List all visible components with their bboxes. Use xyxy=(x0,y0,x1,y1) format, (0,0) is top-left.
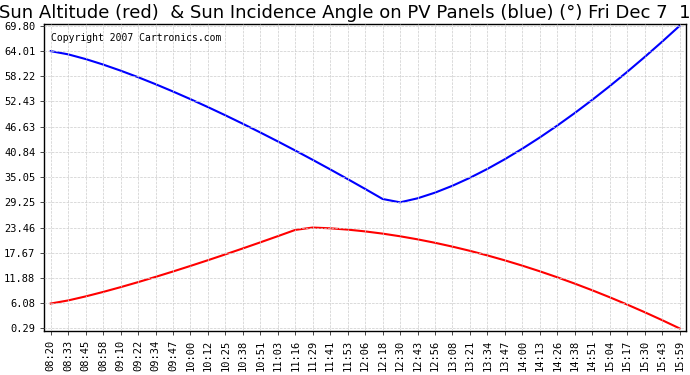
Title: Sun Altitude (red)  & Sun Incidence Angle on PV Panels (blue) (°) Fri Dec 7  16:: Sun Altitude (red) & Sun Incidence Angle… xyxy=(0,4,690,22)
Text: Copyright 2007 Cartronics.com: Copyright 2007 Cartronics.com xyxy=(51,33,221,43)
